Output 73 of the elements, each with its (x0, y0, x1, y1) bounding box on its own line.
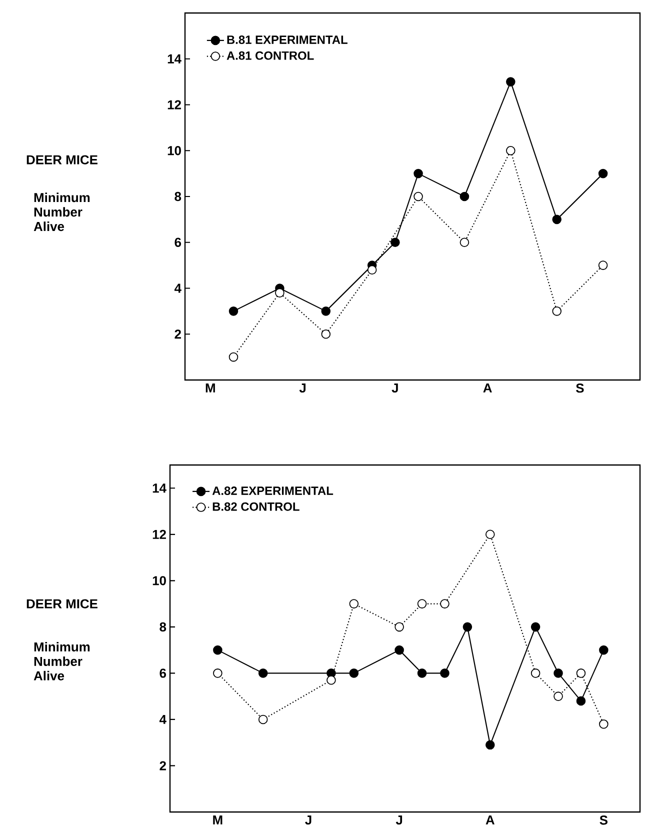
point (228, 306, 238, 316)
point (321, 329, 331, 339)
point (486, 740, 495, 750)
point (598, 168, 608, 178)
point (599, 645, 608, 655)
point (258, 714, 268, 724)
y-tick-label: 4 (174, 284, 182, 293)
point (213, 645, 222, 655)
point (530, 622, 540, 632)
y-tick-label: 6 (174, 238, 182, 247)
point (349, 599, 359, 608)
x-tick-label: M (213, 816, 222, 824)
point (414, 192, 423, 202)
text: Minimum Number Alive (34, 192, 90, 232)
y-tick-label: 14 (168, 54, 182, 64)
point (552, 306, 562, 316)
point (390, 238, 400, 248)
point (486, 530, 495, 540)
point (228, 352, 238, 362)
legend-label: B.82 CONTROL (212, 502, 300, 511)
point (394, 645, 404, 655)
point (440, 599, 450, 608)
point (275, 288, 284, 298)
point (576, 696, 586, 706)
point (552, 214, 562, 224)
legend-label: A.82 EXPERIMENTAL (212, 486, 334, 495)
x-tick-label: S (576, 384, 584, 393)
y-tick-label: 12 (168, 100, 181, 110)
point (394, 622, 404, 632)
y-tick-label: 14 (152, 484, 166, 493)
x-tick-label: J (396, 816, 402, 825)
point (417, 668, 427, 678)
point (530, 668, 540, 678)
x-tick-label: J (305, 816, 312, 825)
point (599, 719, 608, 729)
legend-label: A.81 CONTROL (226, 51, 314, 60)
point (440, 668, 450, 678)
y-tick-label: 8 (174, 192, 182, 202)
point (460, 238, 470, 248)
point (213, 668, 222, 678)
point (506, 146, 516, 156)
point (462, 622, 472, 632)
y-tick-label: 8 (160, 622, 166, 632)
y-axis-title: DEER MICE (26, 155, 98, 164)
point (506, 77, 516, 86)
x-tick-label: M (206, 384, 215, 392)
y-tick-label: 10 (168, 146, 181, 156)
x-tick-label: J (392, 384, 398, 393)
y-tick-label: 12 (152, 530, 166, 539)
y-tick-label: 10 (152, 576, 166, 586)
point (598, 260, 608, 270)
point (576, 668, 586, 678)
x-tick-label: A (486, 816, 494, 824)
x-tick-label: S (600, 816, 608, 825)
point (367, 265, 377, 275)
y-axis-title: DEER MICE (26, 599, 98, 608)
y-tick-label: 6 (160, 668, 166, 678)
point (414, 168, 423, 178)
point (417, 599, 427, 608)
y-tick-label: 4 (159, 715, 166, 724)
x-tick-label: A (483, 384, 492, 392)
point (349, 668, 359, 678)
y-tick-label: 2 (174, 330, 181, 339)
point (554, 668, 563, 678)
legend-label: B.81 EXPERIMENTAL (227, 36, 348, 44)
text: Minimum Number Alive (34, 642, 90, 680)
point (554, 692, 563, 701)
point (258, 668, 268, 678)
x-tick-label: J (299, 384, 306, 393)
y-tick-label: 2 (160, 761, 166, 770)
point (460, 192, 470, 202)
point (326, 675, 336, 685)
point (321, 306, 331, 316)
